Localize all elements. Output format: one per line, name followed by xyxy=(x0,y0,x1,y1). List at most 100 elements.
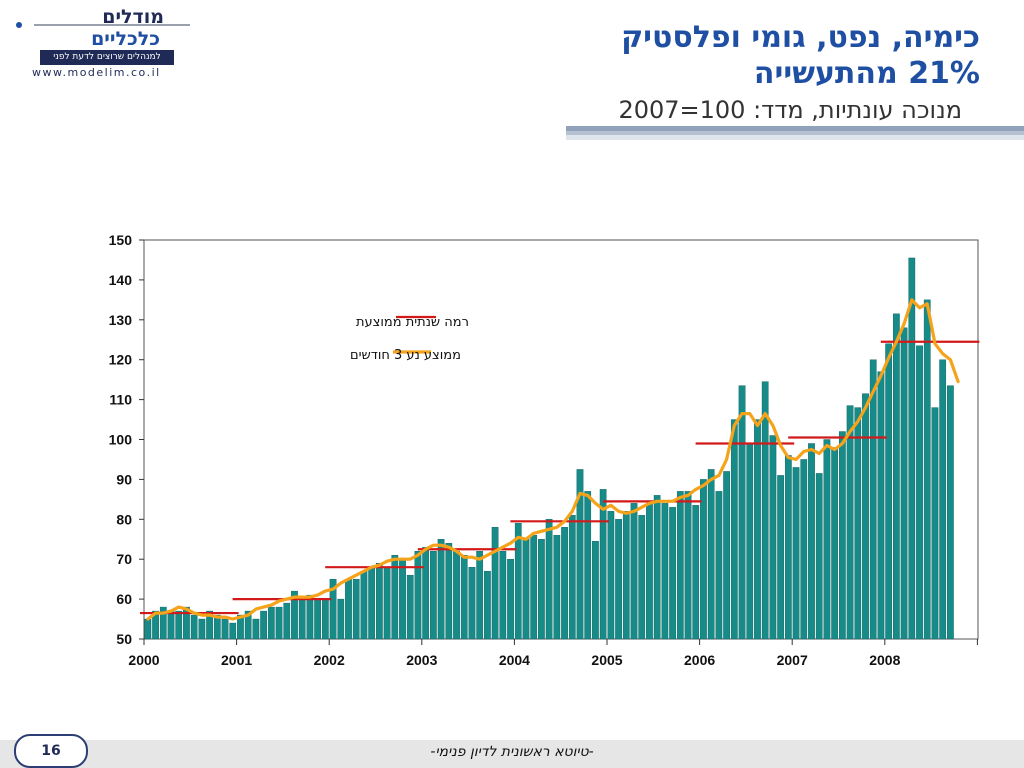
bar xyxy=(275,606,283,640)
bar xyxy=(321,598,329,640)
bar xyxy=(244,610,252,640)
logo-dot-icon xyxy=(16,22,22,28)
x-tick-label: 2001 xyxy=(221,652,252,668)
bar xyxy=(507,559,514,640)
bar xyxy=(144,618,152,640)
bar xyxy=(653,495,661,640)
x-tick-label: 2008 xyxy=(869,652,900,668)
logo: מודלים כלכליים למנהלים שרוצים לדעת לפני … xyxy=(14,6,190,79)
bar xyxy=(676,491,684,640)
bar xyxy=(422,547,430,640)
bar xyxy=(599,489,607,640)
logo-tagline: למנהלים שרוצים לדעת לפני xyxy=(40,50,174,65)
logo-url: www.modelim.co.il xyxy=(32,66,161,79)
bar xyxy=(468,566,476,640)
bar xyxy=(916,345,923,640)
bar xyxy=(445,543,453,640)
bar xyxy=(368,566,376,640)
moving-average-path xyxy=(146,298,960,621)
bar xyxy=(252,618,260,640)
bar xyxy=(815,473,823,640)
bar xyxy=(476,551,484,640)
bar xyxy=(893,313,900,640)
x-tick-label: 2003 xyxy=(406,652,437,668)
header-band xyxy=(566,126,1024,140)
bar xyxy=(908,257,916,640)
bar xyxy=(213,614,221,640)
bar xyxy=(267,606,275,640)
bar xyxy=(862,393,869,640)
bar xyxy=(499,551,507,640)
y-tick-label: 60 xyxy=(116,591,132,607)
bar xyxy=(406,574,414,640)
bar xyxy=(754,419,761,640)
bar xyxy=(854,407,862,640)
legend-moving-average-label: ממוצע נע 3 חודשים xyxy=(350,348,461,363)
bar xyxy=(700,479,707,640)
bar xyxy=(584,491,592,640)
index-chart: 50 60 70 80 90 100 110 120 130 140 150 2000 2001 2002… xyxy=(109,232,980,668)
bar xyxy=(306,594,314,640)
logo-name-top: מודלים xyxy=(102,6,164,28)
y-tick-label: 80 xyxy=(116,511,132,527)
bar xyxy=(607,511,615,640)
bar xyxy=(900,327,908,640)
bar xyxy=(661,503,669,640)
monthly-bars xyxy=(144,257,954,640)
slide-subtitle: מנוכה עונתיות, מדד: 100=2007 xyxy=(618,96,962,124)
bar xyxy=(838,431,846,640)
bar xyxy=(375,562,383,640)
bar xyxy=(183,606,190,640)
x-tick-label: 2002 xyxy=(314,652,345,668)
bar xyxy=(345,578,352,640)
bar xyxy=(769,435,777,640)
bar xyxy=(545,519,553,640)
bar xyxy=(692,505,700,640)
x-tick-label: 2006 xyxy=(684,652,715,668)
bar xyxy=(291,590,298,640)
bar xyxy=(630,503,638,640)
y-tick-label: 90 xyxy=(116,471,132,487)
bar xyxy=(831,447,839,640)
logo-name-main: כלכליים xyxy=(91,28,160,50)
bar xyxy=(730,419,738,640)
y-tick-label: 130 xyxy=(109,312,133,328)
bar xyxy=(553,535,561,640)
y-tick-label: 140 xyxy=(109,272,133,288)
x-tick-label: 2000 xyxy=(128,652,159,668)
bar xyxy=(568,515,576,640)
x-tick-label: 2004 xyxy=(499,652,530,668)
bar xyxy=(329,578,337,640)
bar xyxy=(931,407,939,640)
bar xyxy=(159,606,167,640)
bar xyxy=(669,507,676,640)
logo-rule xyxy=(34,24,190,26)
bar xyxy=(453,551,460,640)
bar xyxy=(823,439,831,640)
bar xyxy=(530,535,538,640)
bar xyxy=(414,551,422,640)
bar xyxy=(792,467,800,640)
bar xyxy=(522,539,530,640)
bar xyxy=(947,385,954,640)
moving-average-line xyxy=(146,298,960,621)
bar xyxy=(260,610,267,640)
chart-legend: רמה שנתית ממוצעת ממוצע נע 3 חודשים xyxy=(350,315,469,363)
bar xyxy=(622,511,630,640)
bar xyxy=(576,469,584,640)
y-tick-label: 120 xyxy=(109,352,133,368)
bar xyxy=(923,299,931,640)
bar xyxy=(684,491,692,640)
bar xyxy=(707,469,715,640)
bar xyxy=(298,598,306,640)
bar xyxy=(352,578,360,640)
legend-annual-level-label: רמה שנתית ממוצעת xyxy=(356,315,469,330)
bar xyxy=(283,602,291,640)
bar xyxy=(430,551,437,640)
bar xyxy=(808,443,815,640)
bar xyxy=(152,610,159,640)
bar xyxy=(399,559,406,640)
bar xyxy=(885,343,893,640)
chart-tick-labels: 50 60 70 80 90 100 110 120 130 140 150 2000 2001 2002… xyxy=(109,232,901,668)
y-tick-label: 100 xyxy=(109,432,133,448)
